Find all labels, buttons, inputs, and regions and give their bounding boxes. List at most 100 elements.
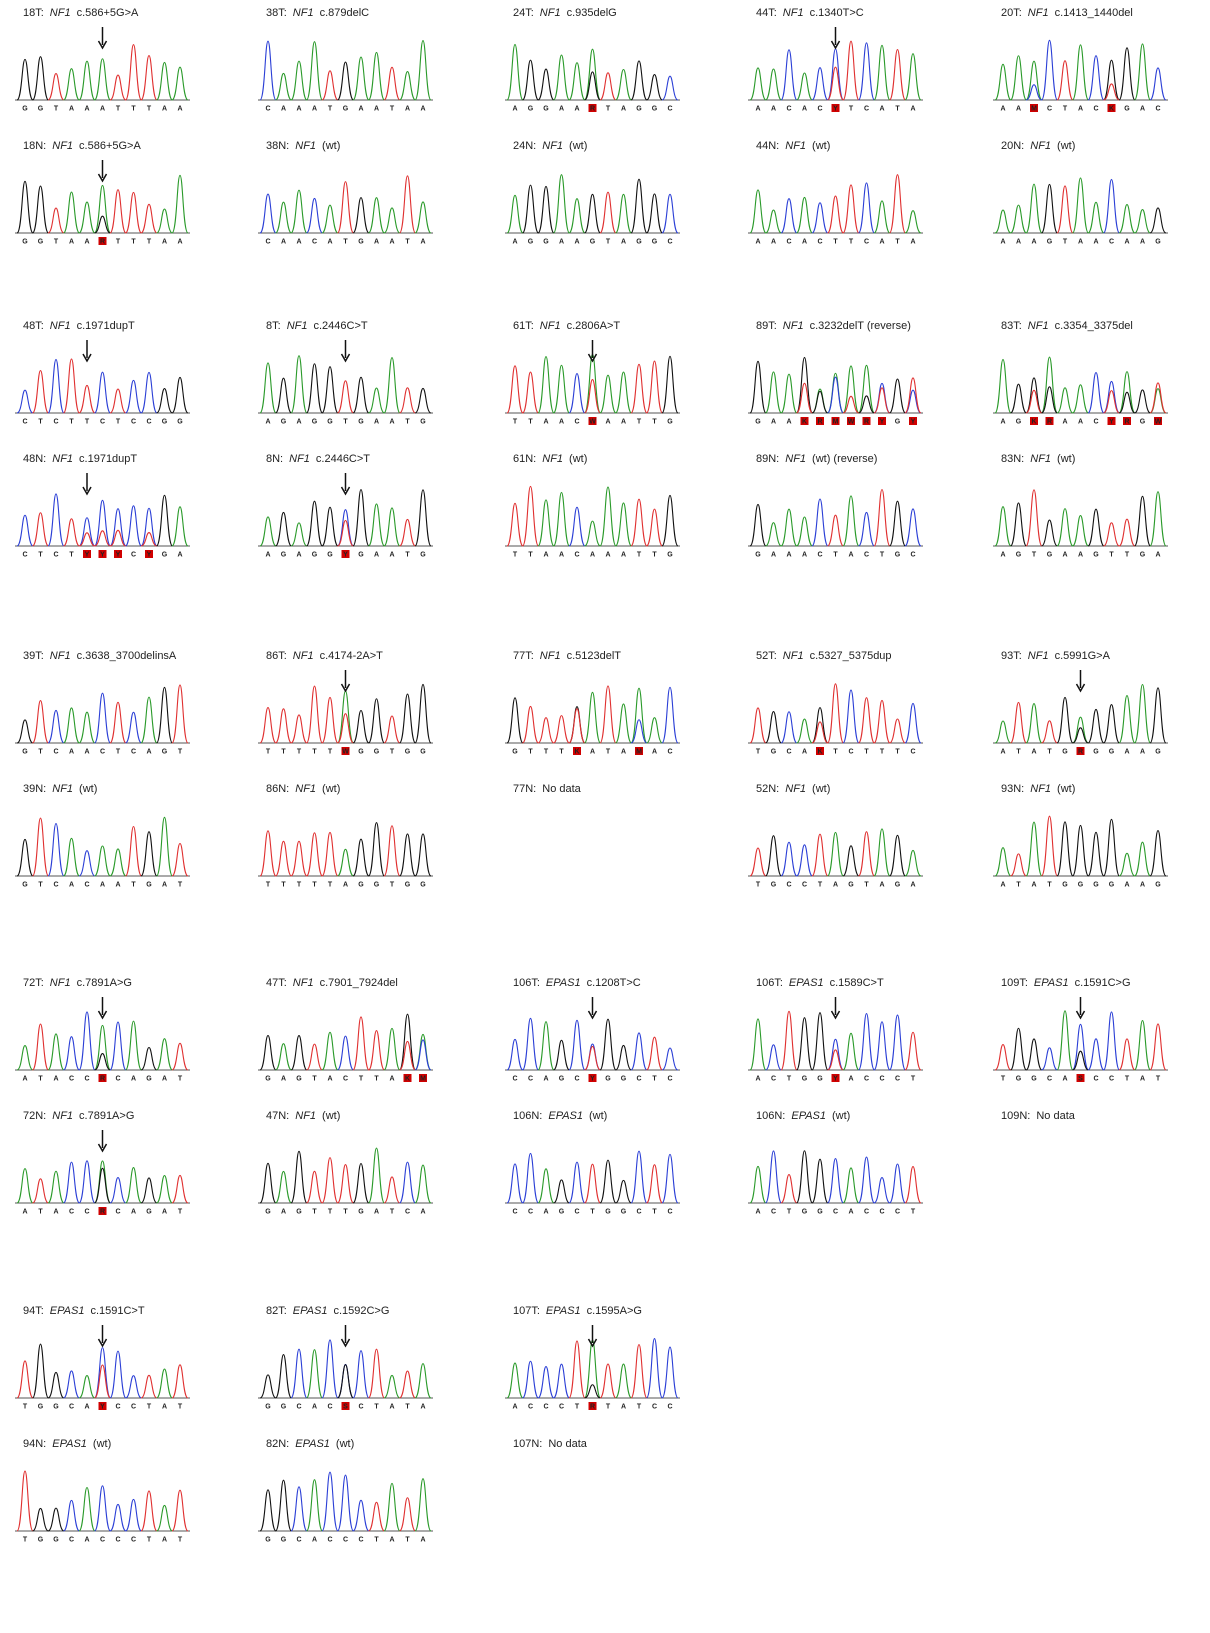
base-call: C xyxy=(895,1075,900,1082)
base-call: A xyxy=(771,105,776,112)
base-call: C xyxy=(115,1208,120,1215)
base-call: A xyxy=(621,551,626,558)
sample-label: 44T: xyxy=(756,7,777,19)
base-call: T xyxy=(652,551,657,558)
peak xyxy=(322,1340,338,1398)
peak xyxy=(1057,822,1073,876)
base-call: Y xyxy=(147,551,152,558)
base-call: A xyxy=(281,238,286,245)
sample-label: 18T: xyxy=(23,7,44,19)
variant-label: c.2446C>T xyxy=(316,453,370,465)
base-call: T xyxy=(1047,881,1052,888)
no-data-label: No data xyxy=(548,1438,587,1450)
gene-label: NF1 xyxy=(50,7,71,19)
peak xyxy=(859,365,875,413)
peak xyxy=(890,835,906,876)
sample-label: 47T: xyxy=(266,977,287,989)
base-call: G xyxy=(146,881,152,888)
peak xyxy=(17,515,33,546)
base-call: T xyxy=(147,105,152,112)
peak xyxy=(338,714,354,743)
peak xyxy=(523,706,539,743)
peak xyxy=(400,519,416,546)
base-call: C xyxy=(1109,1075,1114,1082)
peak xyxy=(338,1165,354,1203)
base-call: A xyxy=(69,238,74,245)
peak xyxy=(1011,503,1027,546)
peak xyxy=(585,692,601,743)
peak xyxy=(291,61,307,100)
base-call: C xyxy=(667,1208,672,1215)
base-call: A xyxy=(848,1208,853,1215)
peak xyxy=(569,63,585,100)
base-call: A xyxy=(374,1208,379,1215)
peak xyxy=(172,377,188,413)
base-call: T xyxy=(131,105,136,112)
peak xyxy=(415,1165,431,1203)
variant-label: c.1595A>G xyxy=(587,1305,642,1317)
peak xyxy=(812,722,828,743)
base-call: G xyxy=(374,748,380,755)
peak xyxy=(781,842,797,876)
base-call: A xyxy=(162,881,167,888)
peak xyxy=(110,509,126,546)
peak xyxy=(616,1364,632,1398)
peak xyxy=(538,1169,554,1203)
base-call: G xyxy=(621,1075,627,1082)
base-call: G xyxy=(38,1403,44,1410)
peak xyxy=(538,1367,554,1398)
peak xyxy=(1026,390,1042,413)
peak xyxy=(828,1039,844,1070)
peak xyxy=(141,1178,157,1203)
base-call: G xyxy=(605,1208,611,1215)
peak xyxy=(110,530,126,546)
peak xyxy=(1057,186,1073,233)
base-call: T xyxy=(116,238,121,245)
variant-label: c.7901_7924del xyxy=(320,977,398,989)
peak xyxy=(781,199,797,233)
base-call: A xyxy=(771,418,776,425)
base-call: G xyxy=(22,105,28,112)
peak xyxy=(585,380,601,413)
peak xyxy=(79,202,95,233)
peak xyxy=(750,848,766,876)
peak xyxy=(33,371,49,413)
base-call: A xyxy=(100,105,105,112)
peak xyxy=(64,519,80,546)
base-call: T xyxy=(328,748,333,755)
base-call: A xyxy=(162,1075,167,1082)
base-call: T xyxy=(513,551,518,558)
peak xyxy=(600,73,616,100)
base-call: A xyxy=(559,551,564,558)
peak xyxy=(1026,85,1042,100)
peak xyxy=(64,69,80,100)
peak xyxy=(843,185,859,233)
variant-label: c.5123delT xyxy=(567,650,622,662)
peak xyxy=(554,365,570,413)
base-call: G xyxy=(848,881,854,888)
base-call: A xyxy=(115,881,120,888)
peak xyxy=(17,390,33,413)
peak xyxy=(905,1167,921,1203)
base-call: A xyxy=(389,551,394,558)
base-call: T xyxy=(405,551,410,558)
peak xyxy=(585,1046,601,1070)
peak xyxy=(1088,1039,1104,1070)
base-call: A xyxy=(802,238,807,245)
peak xyxy=(338,510,354,546)
base-call: G xyxy=(265,1403,271,1410)
peak xyxy=(260,194,276,233)
base-call: T xyxy=(911,1208,916,1215)
base-call: T xyxy=(374,1536,379,1543)
base-call: G xyxy=(53,1536,59,1543)
base-call: C xyxy=(53,748,58,755)
base-call: A xyxy=(177,551,182,558)
base-call: C xyxy=(667,1075,672,1082)
base-call: T xyxy=(833,551,838,558)
peak xyxy=(995,1045,1011,1070)
variant-label: (wt) xyxy=(589,1110,607,1122)
gene-label: NF1 xyxy=(50,320,71,332)
base-call: T xyxy=(359,1075,364,1082)
peak xyxy=(905,54,921,100)
base-call: T xyxy=(54,238,59,245)
